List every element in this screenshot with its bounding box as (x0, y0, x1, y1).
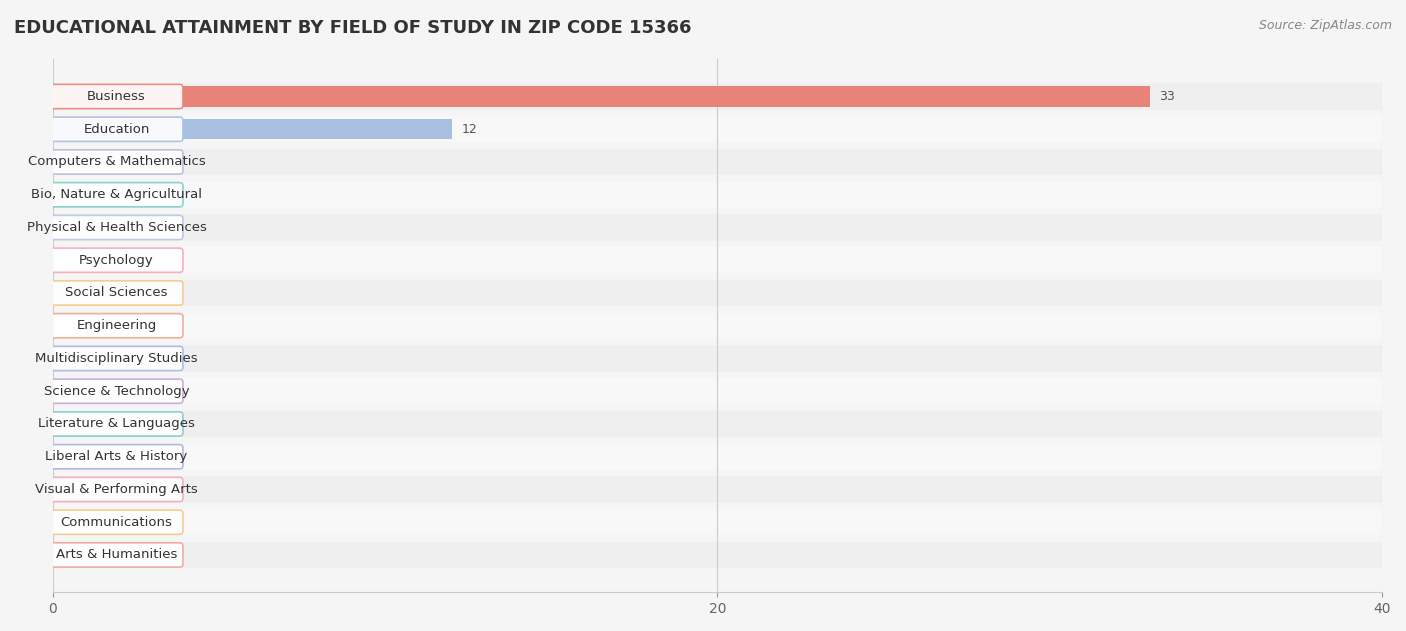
Text: 33: 33 (1160, 90, 1175, 103)
FancyBboxPatch shape (51, 117, 183, 141)
Text: Visual & Performing Arts: Visual & Performing Arts (35, 483, 198, 496)
Bar (52, 476, 1382, 502)
Text: Psychology: Psychology (79, 254, 153, 267)
Bar (52, 345, 1382, 372)
Text: EDUCATIONAL ATTAINMENT BY FIELD OF STUDY IN ZIP CODE 15366: EDUCATIONAL ATTAINMENT BY FIELD OF STUDY… (14, 19, 692, 37)
Text: Literature & Languages: Literature & Languages (38, 418, 195, 430)
FancyBboxPatch shape (51, 281, 183, 305)
Text: Liberal Arts & History: Liberal Arts & History (45, 450, 187, 463)
FancyBboxPatch shape (51, 182, 183, 207)
Bar (52, 182, 1382, 208)
Text: Engineering: Engineering (76, 319, 156, 333)
FancyBboxPatch shape (51, 379, 183, 403)
FancyBboxPatch shape (51, 477, 183, 502)
Bar (52, 119, 451, 139)
Text: Multidisciplinary Studies: Multidisciplinary Studies (35, 352, 198, 365)
FancyBboxPatch shape (51, 445, 183, 469)
Text: Physical & Health Sciences: Physical & Health Sciences (27, 221, 207, 234)
Bar (52, 509, 1382, 535)
Text: Social Sciences: Social Sciences (65, 286, 167, 300)
Text: Business: Business (87, 90, 146, 103)
FancyBboxPatch shape (51, 510, 183, 534)
FancyBboxPatch shape (51, 346, 183, 370)
FancyBboxPatch shape (51, 543, 183, 567)
Bar (52, 378, 1382, 404)
Bar (52, 149, 1382, 175)
Bar (52, 86, 1150, 107)
Bar (52, 83, 1382, 110)
Text: Computers & Mathematics: Computers & Mathematics (28, 155, 205, 168)
FancyBboxPatch shape (51, 248, 183, 273)
Text: Communications: Communications (60, 516, 173, 529)
FancyBboxPatch shape (51, 314, 183, 338)
Bar (52, 444, 1382, 470)
Bar (52, 215, 1382, 240)
Bar (52, 280, 1382, 306)
Text: Education: Education (83, 123, 149, 136)
FancyBboxPatch shape (51, 150, 183, 174)
Bar (52, 542, 1382, 568)
Text: Source: ZipAtlas.com: Source: ZipAtlas.com (1258, 19, 1392, 32)
Text: Arts & Humanities: Arts & Humanities (56, 548, 177, 562)
Text: 12: 12 (461, 123, 477, 136)
Text: Science & Technology: Science & Technology (44, 385, 190, 398)
Bar (52, 116, 1382, 143)
Bar (52, 411, 1382, 437)
Text: Bio, Nature & Agricultural: Bio, Nature & Agricultural (31, 188, 202, 201)
Bar (52, 312, 1382, 339)
FancyBboxPatch shape (51, 412, 183, 436)
FancyBboxPatch shape (51, 85, 183, 109)
FancyBboxPatch shape (51, 215, 183, 240)
Bar (52, 247, 1382, 273)
